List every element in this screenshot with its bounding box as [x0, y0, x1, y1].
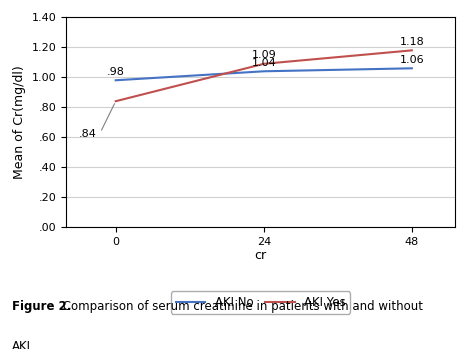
Text: 1.04: 1.04 — [251, 58, 276, 68]
X-axis label: cr: cr — [255, 249, 267, 262]
Text: 1.06: 1.06 — [400, 54, 424, 65]
Y-axis label: Mean of Cr(mg/dl): Mean of Cr(mg/dl) — [13, 65, 27, 179]
Text: 1.09: 1.09 — [251, 50, 276, 60]
Text: Comparison of serum creatinine in patients with and without: Comparison of serum creatinine in patien… — [59, 300, 423, 313]
Text: .84: .84 — [79, 129, 97, 139]
Text: Figure 2.: Figure 2. — [12, 300, 71, 313]
Text: 1.18: 1.18 — [400, 37, 424, 47]
Text: AKI: AKI — [12, 340, 31, 349]
Text: .98: .98 — [107, 67, 125, 76]
Legend: AKI No, AKI Yes: AKI No, AKI Yes — [171, 291, 350, 314]
